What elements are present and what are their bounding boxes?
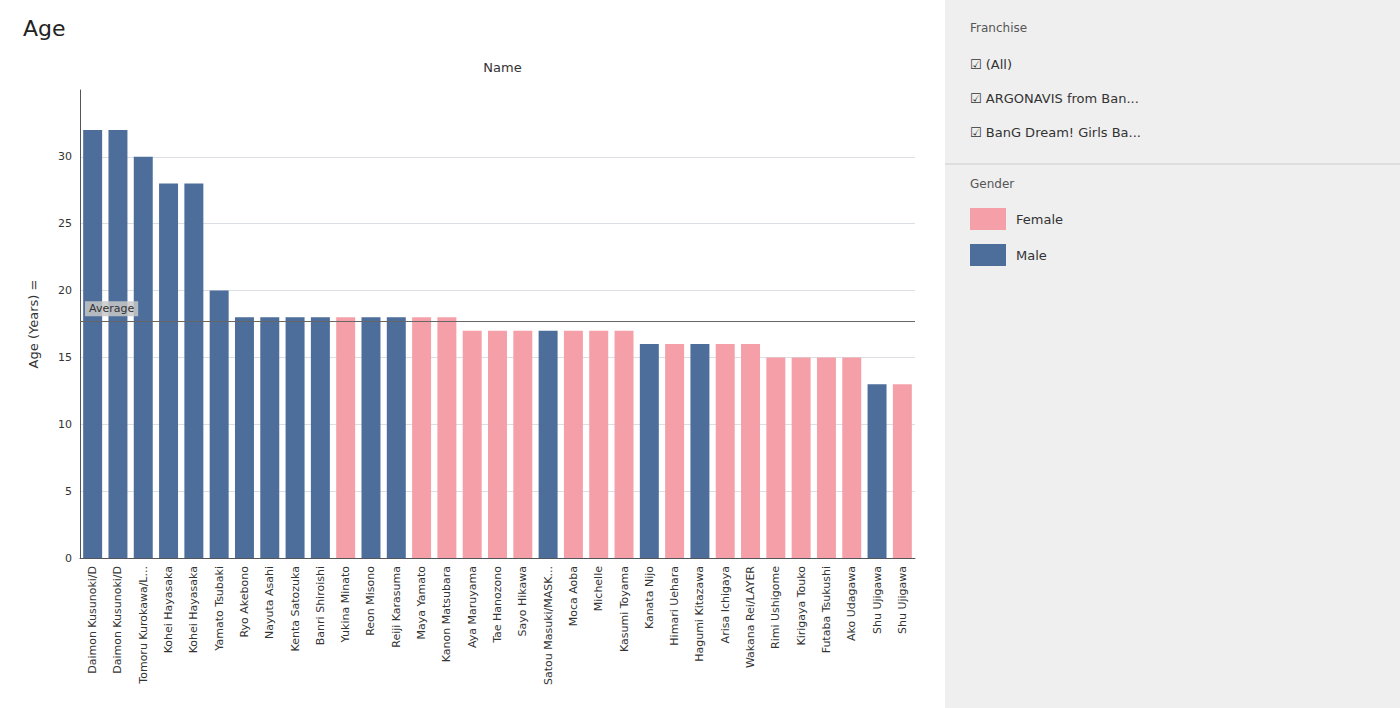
- svg-text:Name: Name: [483, 60, 521, 75]
- svg-text:Ryo Akebono: Ryo Akebono: [238, 566, 251, 638]
- svg-text:Moca Aoba: Moca Aoba: [567, 566, 580, 626]
- svg-text:0: 0: [65, 552, 72, 565]
- svg-text:Hagumi Kitazawa: Hagumi Kitazawa: [693, 566, 706, 662]
- svg-text:Satou Masuki/MASK...: Satou Masuki/MASK...: [542, 566, 555, 685]
- svg-text:Shu Ujigawa: Shu Ujigawa: [871, 566, 884, 634]
- svg-text:25: 25: [58, 217, 72, 230]
- svg-text:☑ ARGONAVIS from Ban...: ☑ ARGONAVIS from Ban...: [970, 91, 1139, 106]
- svg-text:Yukina Minato: Yukina Minato: [339, 566, 352, 644]
- svg-text:Kanata Nijo: Kanata Nijo: [643, 566, 656, 629]
- svg-text:Tomoru Kurokawa/L...: Tomoru Kurokawa/L...: [137, 566, 150, 685]
- svg-text:Michelle: Michelle: [592, 566, 605, 611]
- svg-text:5: 5: [65, 485, 72, 498]
- svg-text:30: 30: [58, 150, 72, 163]
- svg-text:Kenta Satozuka: Kenta Satozuka: [289, 566, 302, 651]
- svg-text:Shu Ujigawa: Shu Ujigawa: [896, 566, 909, 634]
- svg-text:Tae Hanozono: Tae Hanozono: [491, 566, 504, 644]
- svg-text:Age: Age: [23, 16, 66, 41]
- svg-text:Maya Yamato: Maya Yamato: [415, 566, 428, 640]
- svg-text:Nayuta Asahi: Nayuta Asahi: [263, 566, 276, 639]
- svg-text:Male: Male: [1016, 248, 1047, 263]
- svg-text:Female: Female: [1016, 212, 1063, 227]
- svg-text:Kohei Hayasaka: Kohei Hayasaka: [162, 566, 175, 653]
- svg-text:Daimon Kusunoki/D: Daimon Kusunoki/D: [111, 566, 124, 674]
- svg-text:Banri Shiroishi: Banri Shiroishi: [314, 566, 327, 645]
- svg-text:15: 15: [58, 351, 72, 364]
- svg-text:Franchise: Franchise: [970, 21, 1027, 35]
- svg-text:Himari Uehara: Himari Uehara: [668, 566, 681, 646]
- svg-text:Ako Udagawa: Ako Udagawa: [845, 566, 858, 641]
- svg-text:Yamato Tsubaki: Yamato Tsubaki: [213, 566, 226, 652]
- svg-text:Gender: Gender: [970, 177, 1014, 191]
- svg-text:20: 20: [58, 284, 72, 297]
- svg-text:Sayo Hikawa: Sayo Hikawa: [516, 566, 529, 636]
- svg-text:Age (Years) =: Age (Years) =: [26, 280, 41, 369]
- svg-text:Aya Maruyama: Aya Maruyama: [466, 566, 479, 648]
- svg-text:Kasumi Toyama: Kasumi Toyama: [618, 566, 631, 652]
- svg-text:Kohei Hayasaka: Kohei Hayasaka: [187, 566, 200, 653]
- svg-text:Average: Average: [89, 302, 134, 315]
- svg-text:Daimon Kusunoki/D: Daimon Kusunoki/D: [86, 566, 99, 674]
- svg-text:☑ (All): ☑ (All): [970, 57, 1012, 72]
- svg-text:Reiji Karasuma: Reiji Karasuma: [390, 566, 403, 648]
- svg-text:Rimi Ushigome: Rimi Ushigome: [769, 566, 782, 649]
- svg-text:Futaba Tsukushi: Futaba Tsukushi: [820, 566, 833, 653]
- svg-text:10: 10: [58, 418, 72, 431]
- svg-text:Reon Misono: Reon Misono: [364, 566, 377, 636]
- svg-text:Wakana Rei/LAYER: Wakana Rei/LAYER: [744, 566, 757, 668]
- svg-text:☑ BanG Dream! Girls Ba...: ☑ BanG Dream! Girls Ba...: [970, 125, 1141, 140]
- svg-text:Kanon Matsubara: Kanon Matsubara: [440, 566, 453, 662]
- svg-text:Kirigaya Touko: Kirigaya Touko: [795, 566, 808, 646]
- svg-text:Arisa Ichigaya: Arisa Ichigaya: [719, 566, 732, 643]
